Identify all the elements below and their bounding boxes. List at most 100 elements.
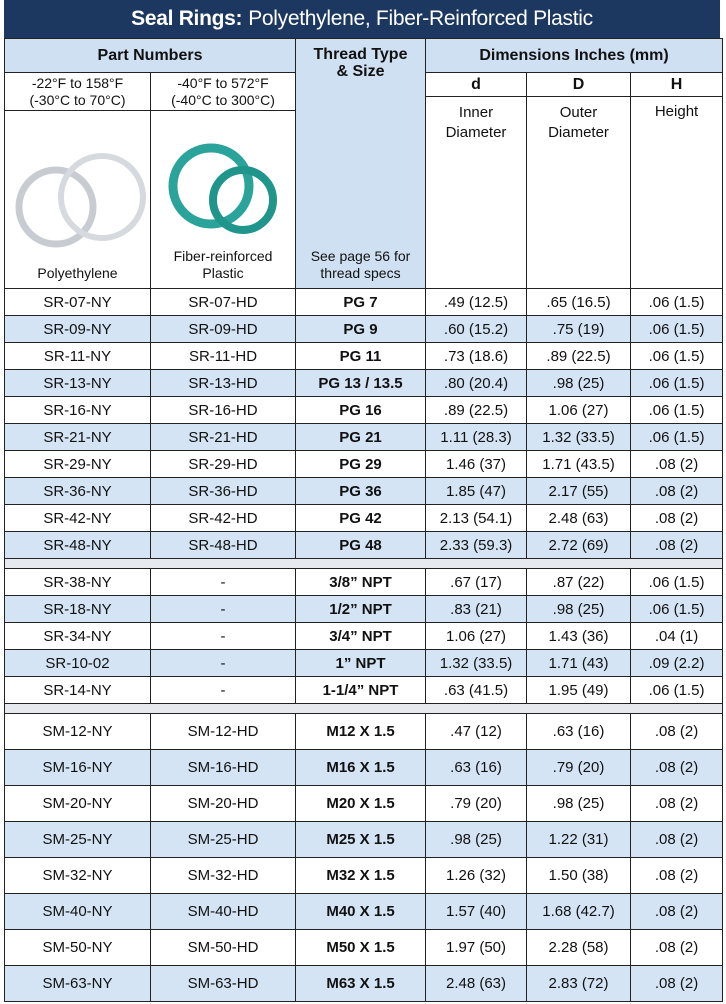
- outer-d: 1.71 (43): [526, 649, 632, 677]
- hd-part: SM-20-HD: [149, 785, 297, 822]
- thread: M16 X 1.5: [295, 749, 427, 786]
- separator-row: [3, 558, 724, 569]
- hd-part: SM-32-HD: [149, 857, 297, 894]
- outer-line: Outer: [559, 104, 598, 121]
- outer-d: .98 (25): [526, 785, 632, 822]
- temp-hd: -40°F to 572°F (-40°C to 300°C): [149, 72, 297, 111]
- outer-d: 1.22 (31): [526, 821, 632, 858]
- temp-line: -22°F to 158°F: [31, 74, 124, 91]
- ny-part: SM-63-NY: [4, 965, 151, 1002]
- data-row: SR-48-NY SR-48-HD PG 48 2.33 (59.3) 2.72 (69…: [4, 531, 724, 559]
- data-row: SR-38-NY -3/8” NPT .67 (17) .87 (22) .06 (1.…: [4, 568, 724, 596]
- ny-part: SR-13-NY: [4, 369, 151, 397]
- title-bar: Seal Rings: Polyethylene, Fiber-Reinforce…: [4, 0, 720, 38]
- thread: PG 42: [295, 504, 427, 532]
- height: .06 (1.5): [630, 315, 724, 343]
- inner-d: 2.33 (59.3): [425, 531, 528, 559]
- temp-line: (-30°C to 70°C): [29, 91, 126, 108]
- thread: PG 21: [295, 423, 427, 451]
- hd-part: SR-29-HD: [149, 450, 297, 478]
- height: .08 (2): [630, 531, 724, 559]
- height: .08 (2): [630, 450, 724, 478]
- hd-part: -: [149, 595, 297, 623]
- inner-d: .83 (21): [425, 595, 528, 623]
- hd-material: Fiber-reinforced: [173, 248, 273, 264]
- outer-d: .98 (25): [526, 595, 632, 623]
- thread: M40 X 1.5: [295, 893, 427, 930]
- height: .08 (2): [630, 785, 724, 822]
- hd-part: SR-48-HD: [149, 531, 297, 559]
- ny-image-cell: Polyethylene: [4, 110, 151, 289]
- thread: PG 48: [295, 531, 427, 559]
- ny-part: SR-09-NY: [4, 315, 151, 343]
- inner-d: 1.46 (37): [425, 450, 528, 478]
- thread: PG 29: [295, 450, 427, 478]
- hd-part: -: [149, 568, 297, 596]
- ny-part: SR-42-NY: [4, 504, 151, 532]
- D-header: D: [526, 72, 632, 97]
- height: .06 (1.5): [630, 676, 724, 704]
- hd-part: SR-09-HD: [149, 315, 297, 343]
- data-row: SR-21-NY SR-21-HD PG 21 1.11 (28.3) 1.32 (33…: [4, 423, 724, 451]
- inner-d: 1.32 (33.5): [425, 649, 528, 677]
- hd-part: SM-25-HD: [149, 821, 297, 858]
- thread: M63 X 1.5: [295, 965, 427, 1002]
- title-bold: Seal Rings:: [131, 7, 243, 30]
- outer-d: .89 (22.5): [526, 342, 632, 370]
- thread: M20 X 1.5: [295, 785, 427, 822]
- height: .09 (2.2): [630, 649, 724, 677]
- data-row: SM-20-NY SM-20-HD M20 X 1.5.79 (20) .98 (25…: [4, 785, 724, 822]
- temp-line: -40°F to 572°F: [177, 74, 269, 91]
- height: .08 (2): [630, 965, 724, 1002]
- ny-part: SM-16-NY: [4, 749, 151, 786]
- inner-d: .63 (41.5): [425, 676, 528, 704]
- inner-d: 1.85 (47): [425, 477, 528, 505]
- outer-header: Outer Diameter: [526, 96, 632, 289]
- outer-d: .63 (16): [526, 713, 632, 750]
- data-row: SM-40-NY SM-40-HD M40 X 1.5 1.57 (40) 1.68 (…: [4, 893, 724, 930]
- ny-part: SR-36-NY: [4, 477, 151, 505]
- outer-d: .75 (19): [526, 315, 632, 343]
- outer-d: 2.48 (63): [526, 504, 632, 532]
- temp-ny: -22°F to 158°F (-30°C to 70°C): [4, 72, 151, 111]
- thread: M12 X 1.5: [295, 713, 427, 750]
- outer-d: 2.28 (58): [526, 929, 632, 966]
- data-row: SM-50-NY SM-50-HD M50 X 1.5 1.97 (50) 2.28 (…: [4, 929, 724, 966]
- inner-line: Diameter: [445, 124, 507, 141]
- outer-d: 1.95 (49): [526, 676, 632, 704]
- height: .08 (2): [630, 821, 724, 858]
- separator: [3, 703, 724, 714]
- hd-part: -: [149, 676, 297, 704]
- outer-d: 1.06 (27): [526, 396, 632, 424]
- temp-line: (-40°C to 300°C): [171, 91, 275, 108]
- thread: M25 X 1.5: [295, 821, 427, 858]
- thread-note: thread specs: [320, 265, 401, 281]
- data-row: SR-42-NY SR-42-HD PG 42 2.13 (54.1) 2.48 (63…: [4, 504, 724, 532]
- inner-d: .67 (17): [425, 568, 528, 596]
- inner-d: .73 (18.6): [425, 342, 528, 370]
- hd-part: -: [149, 649, 297, 677]
- ny-part: SR-18-NY: [4, 595, 151, 623]
- thread: PG 7: [295, 288, 427, 316]
- data-row: SR-10-02-1” NPT 1.32 (33.5) 1.71 (43) .09 (…: [4, 649, 724, 677]
- ny-material: Polyethylene: [37, 265, 118, 281]
- height: .06 (1.5): [630, 595, 724, 623]
- ny-part: SR-21-NY: [4, 423, 151, 451]
- hd-part: SR-42-HD: [149, 504, 297, 532]
- inner-d: 1.26 (32): [425, 857, 528, 894]
- height: .06 (1.5): [630, 369, 724, 397]
- inner-d: 2.13 (54.1): [425, 504, 528, 532]
- outer-d: .79 (20): [526, 749, 632, 786]
- thread: M50 X 1.5: [295, 929, 427, 966]
- inner-d: .49 (12.5): [425, 288, 528, 316]
- thread: 1-1/4” NPT: [295, 676, 427, 704]
- height: .06 (1.5): [630, 288, 724, 316]
- hd-part: SR-07-HD: [149, 288, 297, 316]
- ny-part: SR-07-NY: [4, 288, 151, 316]
- part-numbers-header: Part Numbers: [3, 38, 297, 73]
- thread: M32 X 1.5: [295, 857, 427, 894]
- data-row: SM-12-NY SM-12-HD M12 X 1.5.47 (12) .63 (16…: [4, 713, 724, 750]
- outer-d: .98 (25): [526, 369, 632, 397]
- title-rest: Polyethylene, Fiber-Reinforced Plastic: [248, 7, 593, 30]
- inner-d: .47 (12): [425, 713, 528, 750]
